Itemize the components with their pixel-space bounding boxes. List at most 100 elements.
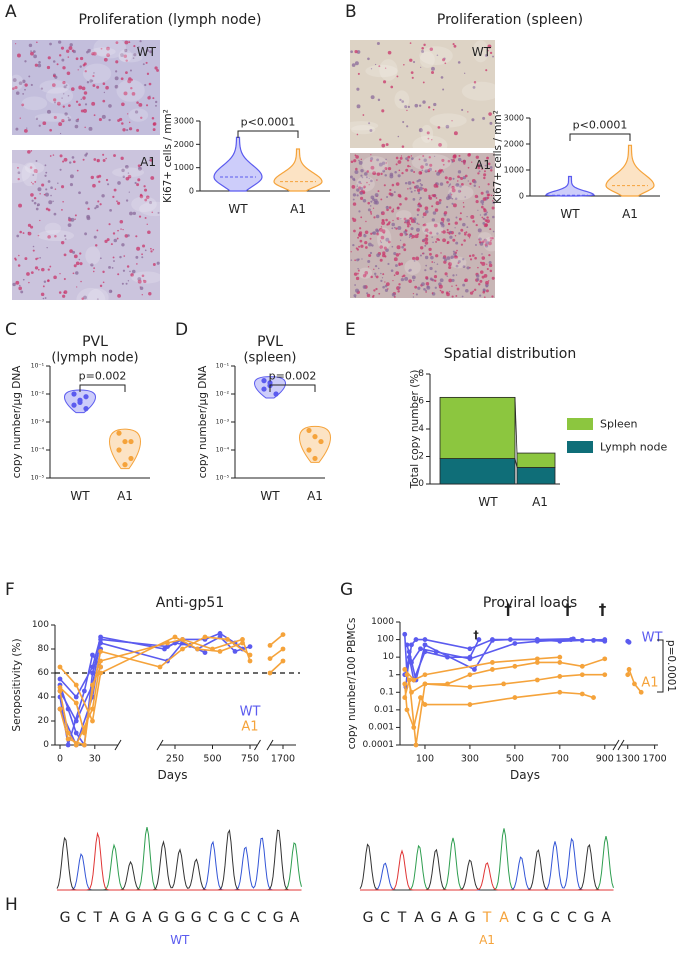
data-point [476,637,482,642]
stained-cell [22,232,25,235]
stained-cell [26,127,28,129]
stained-cell [450,255,454,260]
stained-cell [483,213,486,216]
stained-cell [416,222,419,225]
stained-cell [74,124,79,129]
stained-cell [412,296,415,298]
stained-cell [141,253,143,256]
stained-cell [387,262,390,266]
stained-cell [452,274,455,277]
stained-cell [467,180,469,182]
stained-cell [482,116,486,120]
stained-cell [440,217,445,222]
stained-cell [75,271,79,275]
tissue-texture [131,271,163,284]
stained-cell [446,256,451,260]
stained-cell [43,280,47,284]
stained-cell [51,83,56,87]
bar-segment [516,467,556,485]
data-point [128,438,134,445]
data-point [280,646,286,652]
tissue-texture [419,46,453,66]
panel-label: F [5,580,15,600]
stained-cell [425,264,428,267]
stained-cell [418,104,422,107]
stained-cell [17,53,21,58]
tissue-texture [39,79,70,94]
stained-cell [62,294,66,298]
legend-label: Spleen [600,418,638,431]
stained-cell [52,154,55,156]
stained-cell [475,155,479,159]
stained-cell [465,288,469,293]
stained-cell [66,71,71,76]
stained-cell [445,124,450,129]
stained-cell [406,233,408,236]
data-point [625,672,631,678]
data-point [591,695,596,700]
data-point [157,664,163,670]
stained-cell [357,268,359,270]
stained-cell [455,274,458,276]
stained-cell [116,237,119,240]
base-letter: G [273,910,284,926]
y-axis-label: Ki67+ cells / mm² [162,109,174,203]
stained-cell [478,238,481,241]
stained-cell [413,260,416,262]
panel-b: B Proliferation (spleen) WT A1 0 1000 2000 3000… [343,2,660,298]
data-point [557,674,563,679]
stained-cell [129,270,131,273]
stained-cell [424,206,429,211]
y-tick-label: 60 [38,668,50,678]
stained-cell [16,166,19,169]
stained-cell [425,228,429,232]
x-tick-label: WT [560,207,580,221]
stained-cell [442,171,444,173]
stained-cell [477,228,482,233]
stained-cell [154,66,158,70]
stained-cell [54,188,57,190]
stained-cell [415,293,418,296]
data-point [602,638,608,644]
stained-cell [119,117,123,121]
data-point [73,700,79,706]
micrograph [12,150,160,300]
stained-cell [489,269,493,273]
stained-cell [96,298,99,300]
stained-cell [455,216,458,219]
stained-cell [442,58,446,62]
stained-cell [382,273,385,276]
stained-cell [72,160,76,164]
tissue-texture [112,167,145,178]
bar-segment [439,458,516,485]
significance-bracket [237,130,299,138]
stained-cell [429,231,433,235]
stained-cell [357,269,361,272]
stained-cell [69,174,74,179]
y-axis-label: Total copy number (%) [409,370,421,490]
data-point [57,685,63,690]
stained-cell [451,202,454,205]
tissue-texture [116,79,145,102]
stained-cell [438,201,442,205]
stained-cell [399,232,404,237]
stained-cell [422,155,425,158]
stained-cell [451,188,456,193]
stained-cell [370,179,373,183]
stained-cell [358,180,362,184]
data-point [501,681,507,687]
stained-cell [69,249,73,253]
stained-cell [362,285,367,289]
stained-cell [461,160,463,163]
stained-cell [107,183,110,186]
y-tick-label: 0.01 [374,705,394,715]
panel-title: PVL [257,334,283,350]
data-point [172,634,178,640]
stained-cell [403,217,407,221]
stained-cell [414,103,419,108]
stained-cell [406,109,408,112]
stained-cell [401,100,405,103]
axis-break [254,739,261,751]
stained-cell [356,87,360,91]
